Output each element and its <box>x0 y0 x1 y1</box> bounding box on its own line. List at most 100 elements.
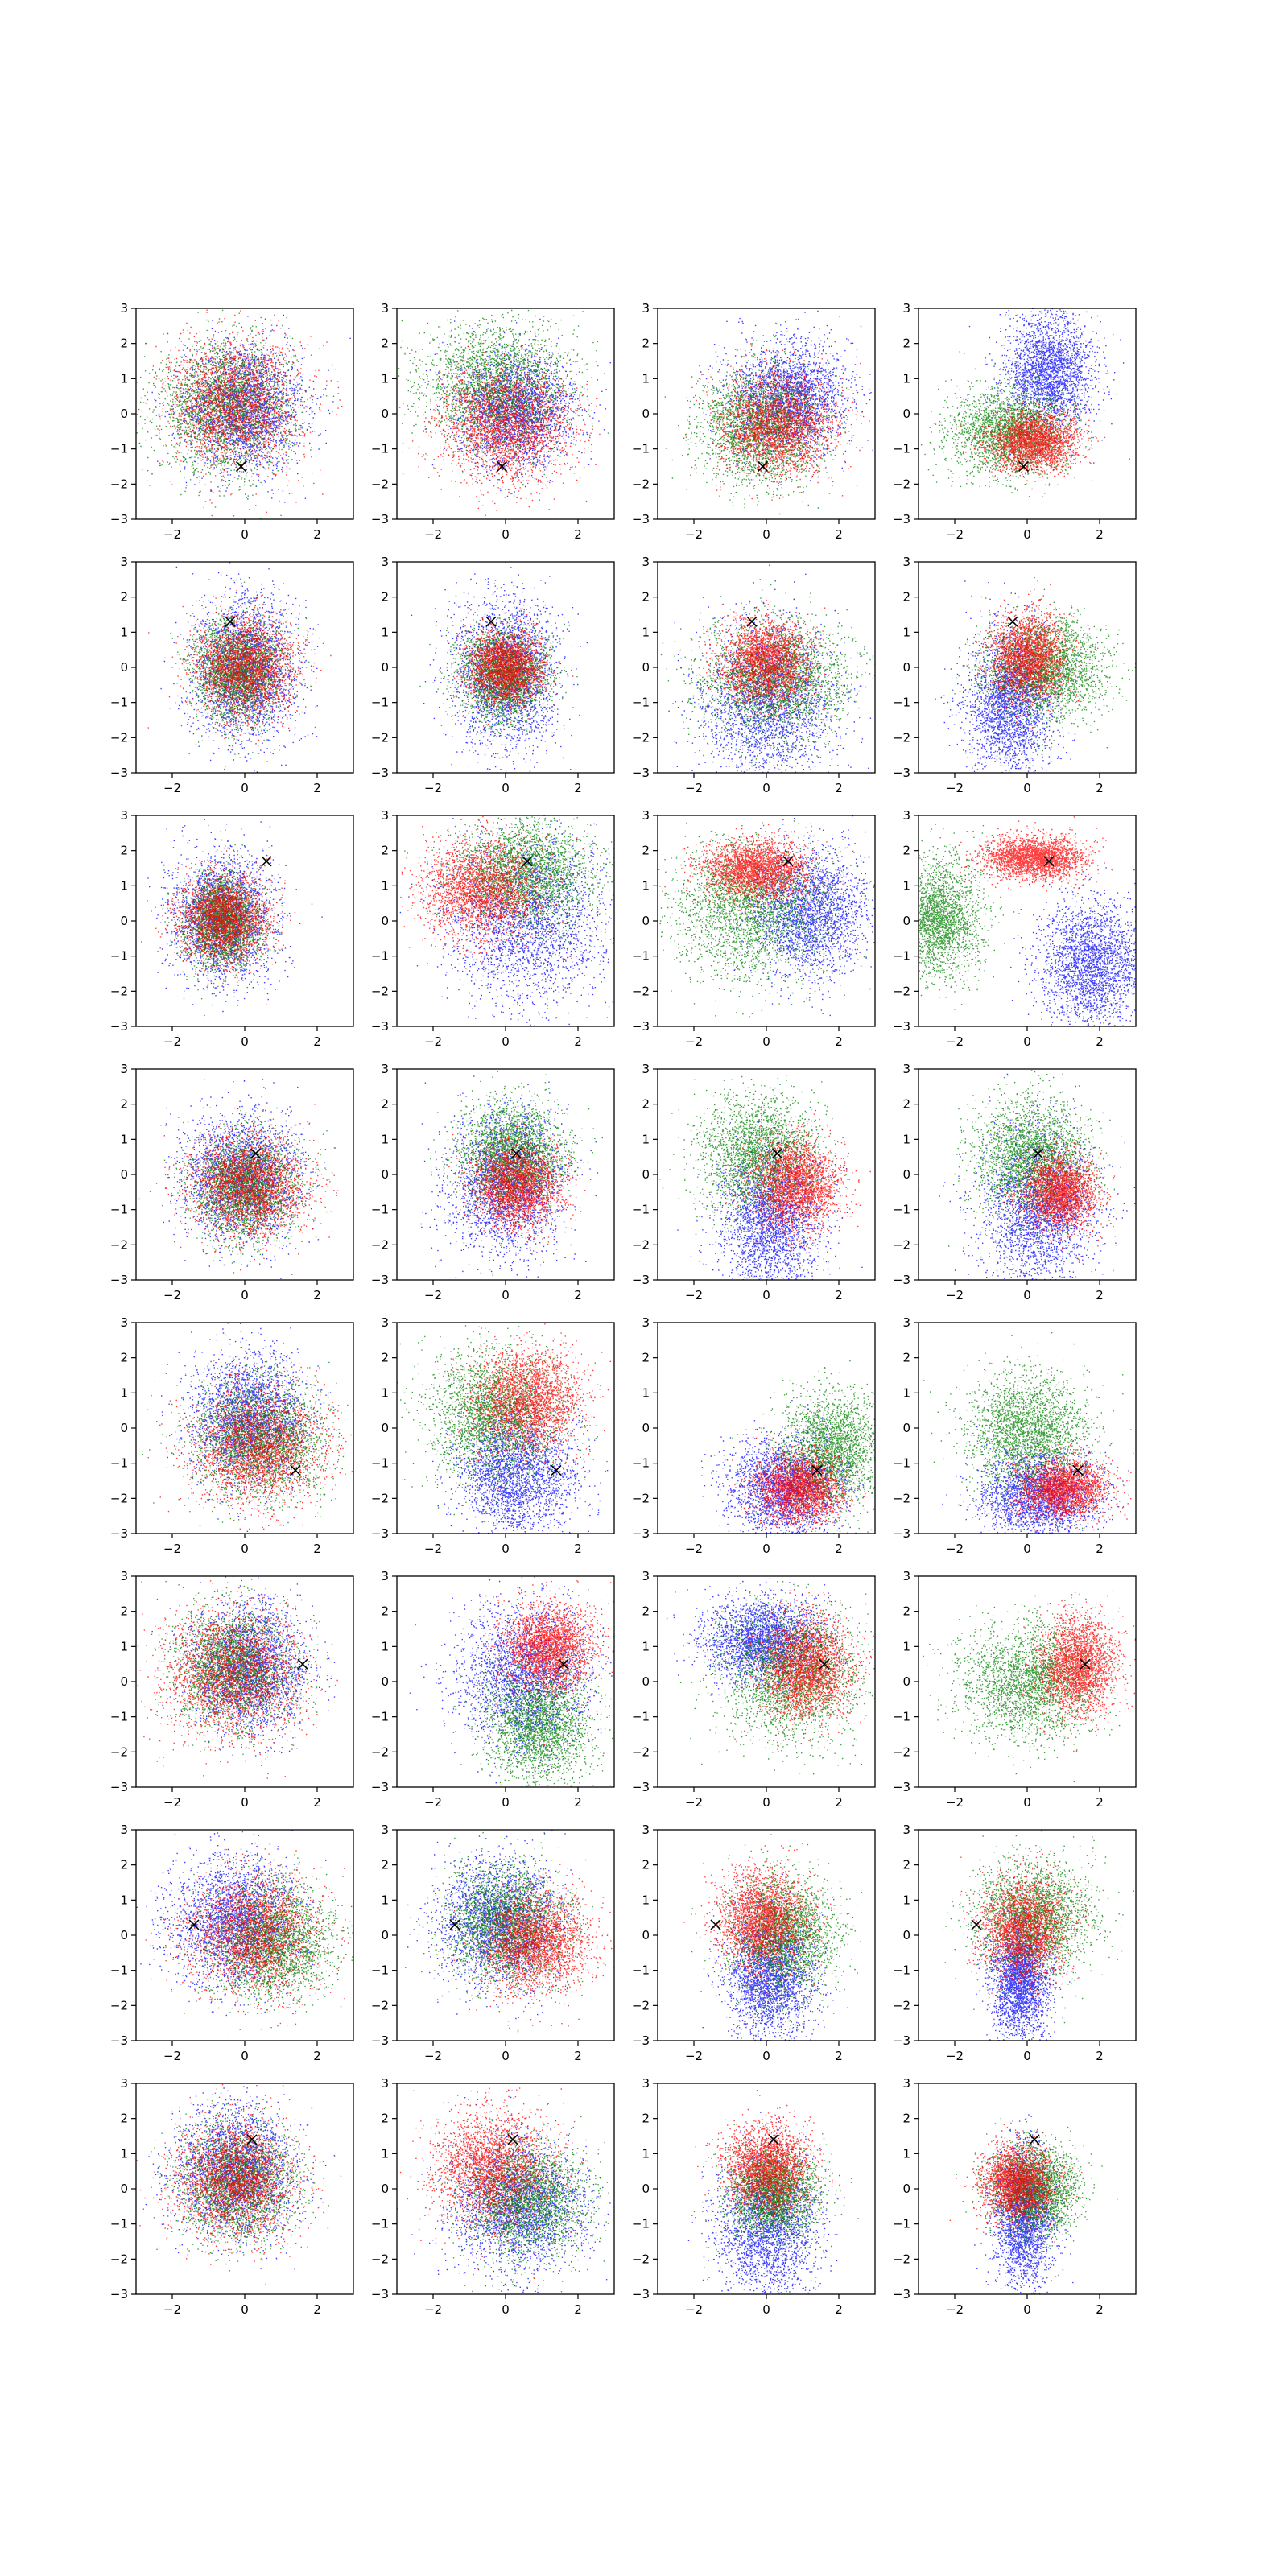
y-tick-label: −3 <box>632 1019 650 1034</box>
y-tick-label: −2 <box>893 1491 910 1505</box>
y-tick-label: 2 <box>902 1097 910 1112</box>
series-red-points <box>112 1561 338 1789</box>
y-tick-label: −2 <box>371 2252 389 2266</box>
y-tick-label: −3 <box>632 1273 650 1287</box>
scatter-green-dots <box>625 803 869 1018</box>
series-blue-points <box>405 1797 584 2025</box>
scatter-red-dots <box>156 1104 337 1282</box>
y-tick-label: 1 <box>642 1893 650 1907</box>
x-tick-label: 0 <box>762 1542 770 1556</box>
x-marker <box>262 857 271 866</box>
y-tick-label: 2 <box>381 2112 389 2126</box>
y-tick-label: 3 <box>120 1315 128 1330</box>
y-tick-label: 1 <box>642 2146 650 2161</box>
x-tick-label: 2 <box>574 1288 582 1302</box>
y-tick-label: 1 <box>902 1639 910 1653</box>
y-tick-label: −2 <box>110 1237 128 1252</box>
series-green-points <box>625 803 869 1018</box>
x-tick-label: 0 <box>241 2049 249 2063</box>
y-tick-label: 3 <box>902 808 910 823</box>
y-tick-label: 0 <box>642 407 650 421</box>
series-red-points <box>156 1104 337 1282</box>
y-tick-label: 2 <box>381 1351 389 1365</box>
y-tick-label: 2 <box>120 1097 128 1112</box>
y-tick-label: −3 <box>371 1273 389 1287</box>
x-tick-label: −2 <box>163 2049 181 2063</box>
y-tick-label: 1 <box>381 1132 389 1146</box>
scatter-red-dots <box>146 1831 351 2030</box>
y-tick-label: 2 <box>642 1097 650 1112</box>
y-tick-label: −1 <box>110 1710 128 1724</box>
y-tick-label: −2 <box>632 730 650 745</box>
y-tick-label: 1 <box>902 371 910 386</box>
y-tick-label: −2 <box>893 984 910 998</box>
y-tick-label: −2 <box>110 477 128 491</box>
y-tick-label: −1 <box>371 1710 389 1724</box>
y-tick-label: 1 <box>120 878 128 893</box>
y-tick-label: 1 <box>381 371 389 386</box>
y-tick-label: −2 <box>371 730 389 745</box>
x-tick-label: 0 <box>502 2049 510 2063</box>
y-tick-label: −1 <box>632 949 650 964</box>
y-tick-label: 0 <box>381 1167 389 1182</box>
x-tick-label: 2 <box>1096 1542 1104 1556</box>
y-tick-label: 2 <box>381 590 389 605</box>
y-tick-label: 1 <box>381 878 389 893</box>
y-tick-label: 0 <box>902 1421 910 1435</box>
y-tick-label: −2 <box>632 477 650 491</box>
y-tick-label: −3 <box>632 766 650 780</box>
y-tick-label: −1 <box>893 442 910 456</box>
x-marker <box>291 1465 300 1475</box>
y-tick-label: 3 <box>902 1062 910 1076</box>
y-tick-label: −3 <box>110 1019 128 1034</box>
x-tick-label: −2 <box>424 1288 442 1302</box>
y-tick-label: 3 <box>120 1569 128 1583</box>
y-tick-label: 3 <box>381 1569 389 1583</box>
series-green-points <box>361 283 609 495</box>
y-tick-label: 0 <box>381 1928 389 1942</box>
x-tick-label: −2 <box>685 1288 703 1302</box>
scatter-green-dots <box>659 1051 850 1257</box>
y-tick-label: 3 <box>381 2076 389 2091</box>
x-tick-label: 2 <box>574 1034 582 1049</box>
series-blue-points <box>123 1298 340 1533</box>
y-tick-label: 1 <box>902 1385 910 1400</box>
y-tick-label: 3 <box>642 301 650 316</box>
y-tick-label: 0 <box>902 1928 910 1942</box>
y-tick-label: −2 <box>371 1491 389 1505</box>
y-tick-label: 0 <box>642 1421 650 1435</box>
scatter-green-dots <box>919 1065 1122 1249</box>
y-tick-label: −1 <box>371 442 389 456</box>
x-tick-label: −2 <box>946 2302 964 2317</box>
x-tick-label: −2 <box>946 1542 964 1556</box>
y-tick-label: −2 <box>893 2252 910 2266</box>
y-tick-label: −1 <box>893 949 910 964</box>
y-tick-label: 1 <box>902 625 910 639</box>
y-tick-label: −2 <box>371 1998 389 2013</box>
y-tick-label: −2 <box>371 984 389 998</box>
y-tick-label: −3 <box>371 2033 389 2048</box>
x-tick-label: −2 <box>424 1795 442 1810</box>
y-tick-label: 3 <box>120 2076 128 2091</box>
y-tick-label: 0 <box>120 914 128 928</box>
y-tick-label: −1 <box>110 949 128 964</box>
y-tick-label: −3 <box>632 2287 650 2301</box>
x-tick-label: 0 <box>502 781 510 795</box>
y-tick-label: 3 <box>381 1062 389 1076</box>
scatter-blue-dots <box>123 1298 340 1533</box>
x-tick-label: 0 <box>241 1288 249 1302</box>
x-tick-label: −2 <box>424 1542 442 1556</box>
y-tick-label: −2 <box>110 984 128 998</box>
y-tick-label: 2 <box>381 336 389 351</box>
y-tick-label: 1 <box>381 1893 389 1907</box>
y-tick-label: −1 <box>893 696 910 710</box>
series-green-points <box>732 1360 921 1535</box>
y-tick-label: 3 <box>902 1315 910 1330</box>
scatter-red-dots <box>1018 1591 1158 1752</box>
